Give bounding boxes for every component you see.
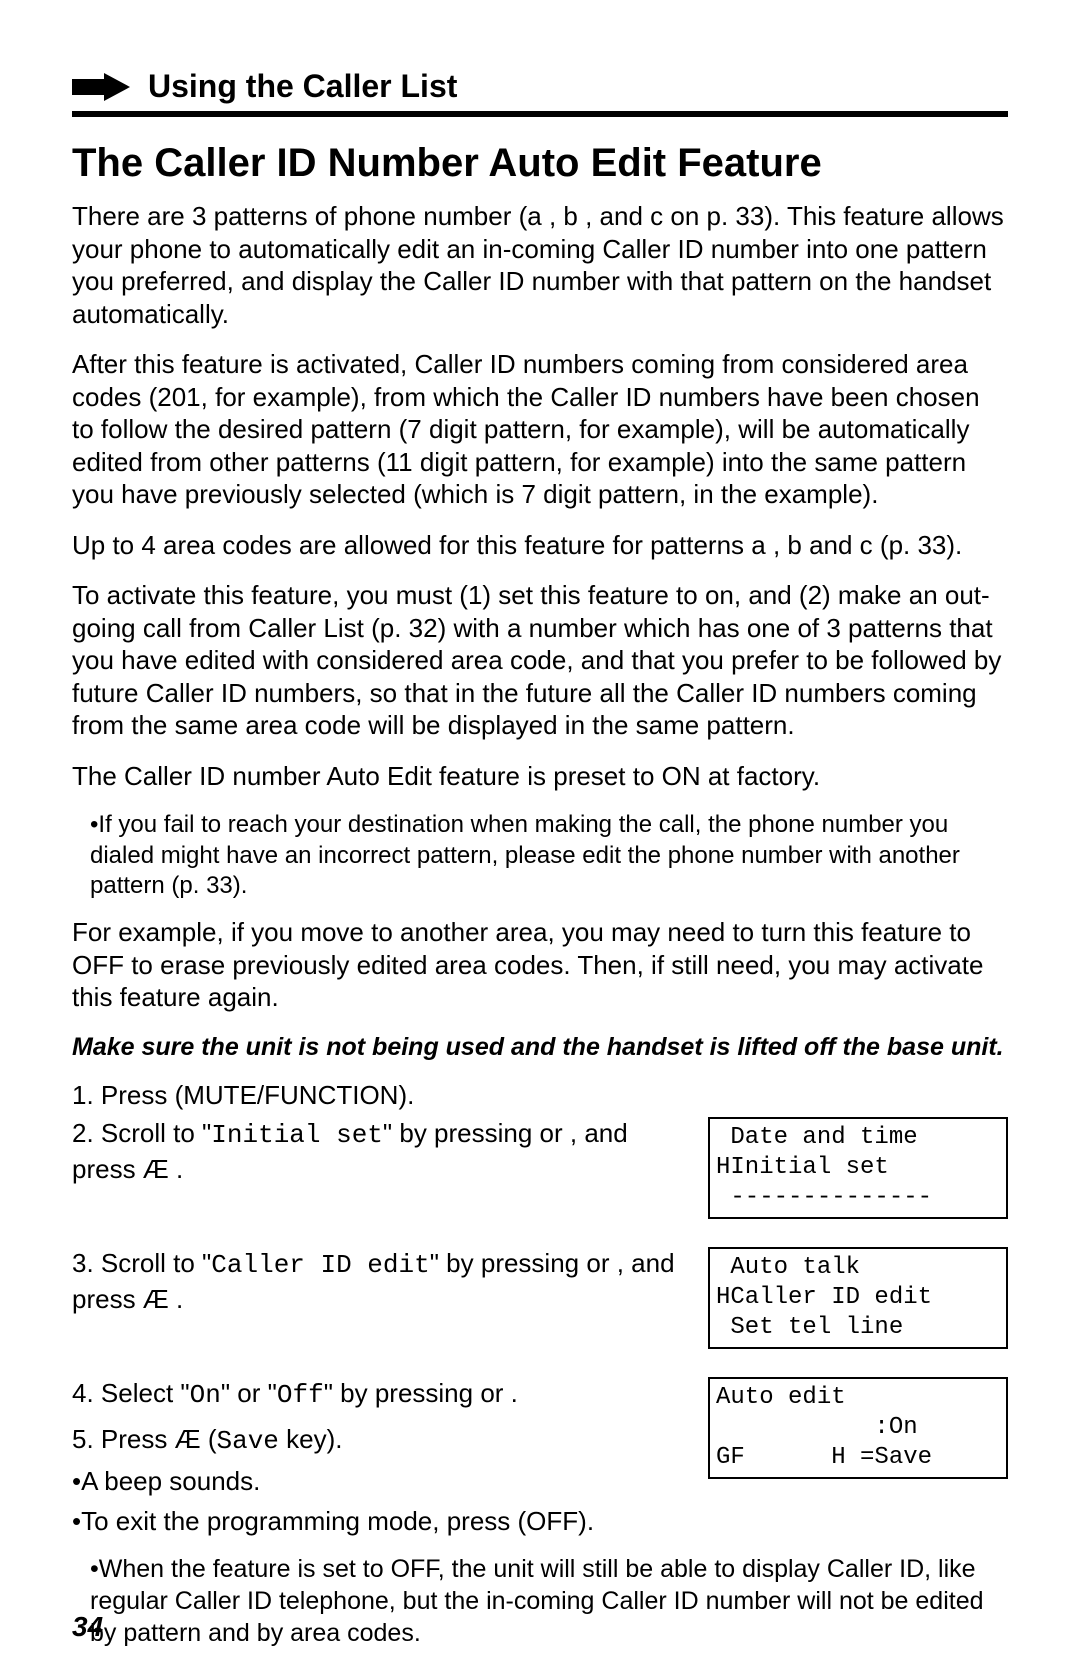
step-3: 3. Scroll to "Caller ID edit" by pressin… <box>72 1247 688 1323</box>
paragraph: For example, if you move to another area… <box>72 916 1008 1014</box>
text: 5. Press Æ ( <box>72 1424 216 1454</box>
steps-4-5: 4. Select "On" or "Off" by pressing or .… <box>72 1377 688 1544</box>
bold-instruction: Make sure the unit is not being used and… <box>72 1032 1008 1063</box>
footer-bullet: •When the feature is set to OFF, the uni… <box>72 1553 1008 1649</box>
text: 4. Select " <box>72 1378 190 1408</box>
bullet-note: •If you fail to reach your destination w… <box>72 810 1008 902</box>
page-number: 34 <box>72 1611 103 1643</box>
text: 2. Scroll to " <box>72 1118 211 1148</box>
lcd-display: Auto edit :On GF H =Save <box>708 1377 1008 1479</box>
text: key). <box>279 1424 343 1454</box>
mono-text: Off <box>277 1380 324 1410</box>
paragraph: To activate this feature, you must (1) s… <box>72 579 1008 742</box>
lcd-display: Auto talk HCaller ID edit Set tel line <box>708 1247 1008 1349</box>
paragraph: Up to 4 area codes are allowed for this … <box>72 529 1008 562</box>
section-header: Using the Caller List <box>72 68 1008 105</box>
mono-text: Save <box>216 1426 278 1456</box>
divider <box>72 111 1008 117</box>
arrow-right-icon <box>72 73 130 101</box>
step-row: 2. Scroll to "Initial set" by pressing o… <box>72 1117 1008 1247</box>
lcd-display: Date and time HInitial set -------------… <box>708 1117 1008 1219</box>
sub-note: •To exit the programming mode, press (OF… <box>72 1505 688 1539</box>
text: " by pressing or . <box>324 1378 518 1408</box>
paragraph: The Caller ID number Auto Edit feature i… <box>72 760 1008 793</box>
text: " or " <box>221 1378 277 1408</box>
section-title: Using the Caller List <box>148 68 457 105</box>
step-row: 3. Scroll to "Caller ID edit" by pressin… <box>72 1247 1008 1377</box>
mono-text: Initial set <box>211 1120 383 1150</box>
sub-note: •A beep sounds. <box>72 1465 688 1499</box>
paragraph: There are 3 patterns of phone number (a … <box>72 200 1008 330</box>
page-title: The Caller ID Number Auto Edit Feature <box>72 141 1008 186</box>
step-1: 1. Press (MUTE/FUNCTION). <box>72 1079 1008 1112</box>
mono-text: Caller ID edit <box>211 1250 429 1280</box>
manual-page: Using the Caller List The Caller ID Numb… <box>0 0 1080 1669</box>
mono-text: On <box>190 1380 221 1410</box>
text: 3. Scroll to " <box>72 1248 211 1278</box>
paragraph: After this feature is activated, Caller … <box>72 348 1008 511</box>
step-2: 2. Scroll to "Initial set" by pressing o… <box>72 1117 688 1193</box>
step-row: 4. Select "On" or "Off" by pressing or .… <box>72 1377 1008 1544</box>
